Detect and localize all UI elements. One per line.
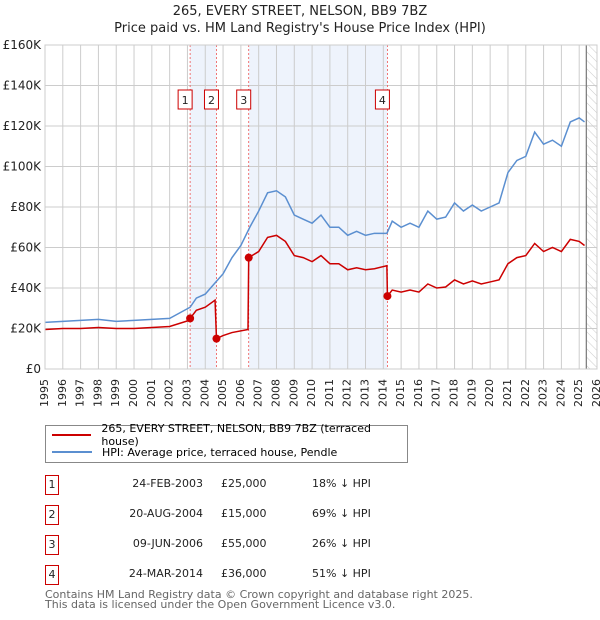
x-tick-label: 1998 [91,379,104,407]
x-tick-label: 2013 [359,379,372,407]
legend-label: HPI: Average price, terraced house, Pend… [102,445,338,459]
x-tick-label: 2025 [572,379,585,407]
sale-price: £15,000 [221,507,267,520]
y-tick-label: £0 [26,362,41,376]
sale-marker-label: 1 [45,475,59,495]
legend-swatch-red [52,434,92,436]
price-chart: 1995 1996 1997 1998 1999 2000 2001 2002 2003 2004… [3,38,600,407]
x-tick-label: 2024 [554,379,567,407]
sale-point [244,253,253,262]
sale-row: 4 24-MAR-2014 £36,000 51% ↓ HPI [45,565,385,585]
x-tick-label: 2017 [430,379,443,407]
sale-row: 2 20-AUG-2004 £15,000 69% ↓ HPI [45,505,385,525]
sale-date: 24-FEB-2003 [132,477,203,490]
sale-marker-box [177,89,193,110]
sale-marker-box [374,89,390,110]
sale-hpi-diff: 69% ↓ HPI [312,507,371,520]
sale-hpi-diff: 18% ↓ HPI [312,477,371,490]
x-tick-label: 2016 [412,379,425,407]
footer: Contains HM Land Registry data © Crown c… [45,588,473,611]
chart-title: 265, EVERY STREET, NELSON, BB9 7BZ [172,4,428,19]
hpi-line [44,117,585,324]
sale-price: £55,000 [221,537,267,550]
y-tick-label: £60K [10,241,42,255]
sale-marker-label: 4 [45,565,59,585]
x-tick-label: 1997 [74,379,87,407]
chart-subtitle: Price paid vs. HM Land Registry's House … [114,21,486,36]
x-tick-label: 2003 [180,379,193,407]
legend-label: 265, EVERY STREET, NELSON, BB9 7BZ (terr… [101,422,371,448]
x-tick-label: 2018 [448,379,461,407]
x-tick-label: 2015 [394,379,407,407]
footer-line-1: Contains HM Land Registry data © Crown c… [45,588,473,601]
x-tick-label: 1996 [56,379,69,407]
x-tick-label: 2002 [163,379,176,407]
y-tick-label: £100K [3,160,43,174]
legend: 265, EVERY STREET, NELSON, BB9 7BZ (terr… [45,422,408,463]
x-tick-label: 2008 [269,379,282,407]
sale-marker-label: 3 [45,535,59,555]
x-tick-label: 2020 [483,379,496,407]
sale-hpi-diff: 51% ↓ HPI [312,567,371,580]
sale-marker-label: 2 [45,505,59,525]
y-tick-label: £160K [3,38,43,52]
sale-marker-box [236,89,252,110]
x-tick-label: 2023 [537,379,550,407]
x-tick-label: 2007 [252,379,265,407]
sale-marker-label: 4 [379,94,386,107]
x-tick-label: 2012 [341,379,354,407]
x-tick-label: 2026 [590,379,600,407]
sale-date: 24-MAR-2014 [128,567,203,580]
sale-point [383,292,392,301]
sale-marker-label: 3 [240,94,247,107]
footer-line-2: This data is licensed under the Open Gov… [45,598,396,611]
plot-border [44,44,598,370]
y-tick-label: £80K [10,200,42,214]
x-tick-label: 2022 [519,379,532,407]
x-tick-label: 2006 [234,379,247,407]
x-tick-label: 1995 [38,379,51,407]
sale-row: 3 09-JUN-2006 £55,000 26% ↓ HPI [45,535,385,555]
y-tick-label: £20K [10,322,42,336]
y-tick-label: £140K [3,79,43,93]
sale-price: £36,000 [221,567,267,580]
sale-date: 09-JUN-2006 [132,537,203,550]
sale-point [212,334,221,343]
sale-date: 20-AUG-2004 [129,507,203,520]
y-tick-label: £120K [3,119,43,133]
x-tick-label: 1999 [109,379,122,407]
x-tick-label: 2010 [305,379,318,407]
x-tick-label: 2009 [287,379,300,407]
sale-marker-label: 2 [208,94,215,107]
legend-item-property: 265, EVERY STREET, NELSON, BB9 7BZ (terr… [52,422,407,448]
sale-point [186,314,195,323]
x-tick-label: 2000 [127,379,140,407]
sale-hpi-diff: 26% ↓ HPI [312,537,371,550]
x-tick-label: 2001 [145,379,158,407]
x-tick-label: 2005 [216,379,229,407]
legend-swatch-blue [52,451,92,453]
x-tick-label: 2014 [376,379,389,407]
sale-marker-box [203,89,219,110]
sale-marker-label: 1 [182,94,189,107]
x-tick-label: 2004 [198,379,211,407]
legend-item-hpi: HPI: Average price, terraced house, Pend… [52,444,337,460]
sale-price: £25,000 [221,477,267,490]
sale-row: 1 24-FEB-2003 £25,000 18% ↓ HPI [45,475,385,495]
x-tick-label: 2019 [465,379,478,407]
y-tick-label: £40K [10,281,42,295]
x-tick-label: 2011 [323,379,336,407]
x-tick-label: 2021 [501,379,514,407]
